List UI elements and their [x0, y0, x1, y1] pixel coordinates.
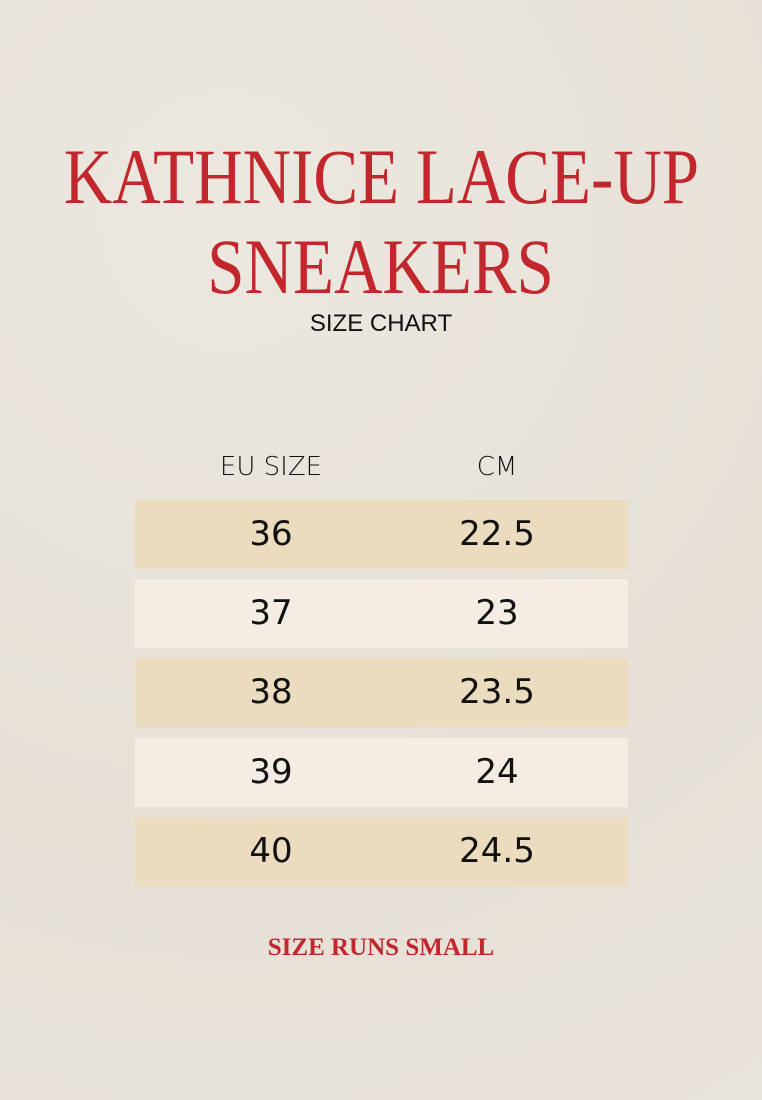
cm-cell: 24: [475, 752, 519, 792]
title-text: KATHNICE LACE-UP: [63, 133, 699, 220]
table-row: 37 23: [135, 579, 628, 648]
table-row: 40 24.5: [135, 817, 628, 886]
eu-size-cell: 40: [249, 831, 293, 871]
eu-size-cell: 38: [249, 672, 293, 712]
cm-cell: 22.5: [459, 514, 535, 554]
table-row: 39 24: [135, 738, 628, 807]
table-row: 38 23.5: [135, 658, 628, 727]
header-cm: CM: [476, 452, 518, 482]
table-row: 36 22.5: [135, 500, 628, 569]
subtitle: SIZE CHART: [309, 310, 453, 337]
eu-size-cell: 37: [249, 593, 293, 633]
cm-cell: 23: [475, 593, 519, 633]
cm-cell: 24.5: [459, 831, 535, 871]
title-text: SNEAKERS: [207, 223, 555, 310]
size-note: SIZE RUNS SMALL: [267, 934, 495, 961]
eu-size-cell: 36: [249, 514, 293, 554]
header-eu-size: EU SIZE: [219, 452, 323, 482]
cm-cell: 23.5: [459, 672, 535, 712]
eu-size-cell: 39: [249, 752, 293, 792]
title-line-1: KATHNICE LACE-UP: [0, 138, 762, 216]
title-line-2: SNEAKERS: [0, 228, 762, 306]
